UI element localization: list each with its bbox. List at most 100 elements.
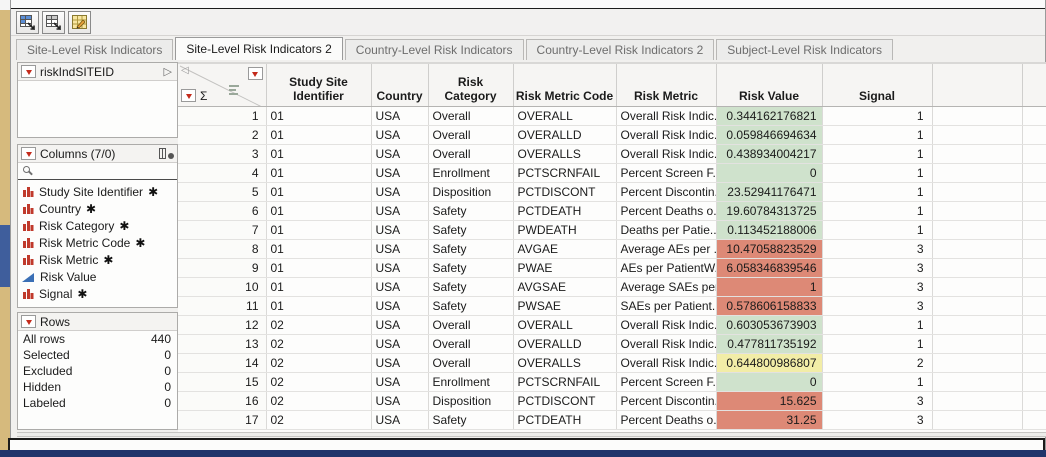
metric-cell[interactable]: Average SAEs per... <box>616 277 717 297</box>
code-cell[interactable]: PCTDISCONT <box>513 391 617 411</box>
metric-cell[interactable]: Deaths per Patie... <box>616 220 717 240</box>
table-row[interactable]: 11 01 USA Safety PWSAE SAEs per Patient.… <box>178 296 1046 316</box>
table-row[interactable]: 10 01 USA Safety AVGSAE Average SAEs per… <box>178 277 1046 297</box>
code-cell[interactable]: OVERALLS <box>513 353 617 373</box>
country-cell[interactable]: USA <box>371 372 429 392</box>
value-cell[interactable]: 0 <box>716 372 823 392</box>
code-cell[interactable]: AVGSAE <box>513 277 617 297</box>
signal-cell[interactable]: 3 <box>822 258 933 278</box>
category-cell[interactable]: Safety <box>428 277 514 297</box>
signal-cell[interactable]: 3 <box>822 239 933 259</box>
signal-cell[interactable]: 3 <box>822 296 933 316</box>
signal-cell[interactable]: 1 <box>822 182 933 202</box>
site-cell[interactable]: 01 <box>266 277 372 297</box>
row-number-cell[interactable]: 10 <box>178 277 267 297</box>
value-cell[interactable]: 0.477811735192 <box>716 334 823 354</box>
signal-cell[interactable]: 3 <box>822 391 933 411</box>
country-cell[interactable]: USA <box>371 201 429 221</box>
table-row[interactable]: 12 02 USA Overall OVERALL Overall Risk I… <box>178 315 1046 335</box>
site-cell[interactable]: 01 <box>266 201 372 221</box>
country-cell[interactable]: USA <box>371 144 429 164</box>
metric-cell[interactable]: Overall Risk Indic... <box>616 125 717 145</box>
site-cell[interactable]: 01 <box>266 258 372 278</box>
category-cell[interactable]: Enrollment <box>428 372 514 392</box>
rows-menu-icon[interactable] <box>181 89 196 102</box>
metric-cell[interactable]: Overall Risk Indic... <box>616 315 717 335</box>
signal-cell[interactable]: 1 <box>822 372 933 392</box>
table-row[interactable]: 5 01 USA Disposition PCTDISCONT Percent … <box>178 182 1046 202</box>
value-cell[interactable]: 0 <box>716 163 823 183</box>
red-triangle-menu-icon[interactable] <box>21 65 36 78</box>
row-number-cell[interactable]: 1 <box>178 106 267 126</box>
category-cell[interactable]: Overall <box>428 334 514 354</box>
signal-cell[interactable]: 1 <box>822 106 933 126</box>
table-row[interactable]: 4 01 USA Enrollment PCTSCRNFAIL Percent … <box>178 163 1046 183</box>
row-number-cell[interactable]: 7 <box>178 220 267 240</box>
table-row[interactable]: 3 01 USA Overall OVERALLS Overall Risk I… <box>178 144 1046 164</box>
site-cell[interactable]: 01 <box>266 125 372 145</box>
tab-site-level-risk-indicators-2[interactable]: Site-Level Risk Indicators 2 <box>175 37 343 60</box>
row-number-cell[interactable]: 3 <box>178 144 267 164</box>
table-corner-cell[interactable]: ◁ Σ <box>178 64 267 107</box>
col-header-category[interactable]: Risk Category <box>428 64 514 107</box>
country-cell[interactable]: USA <box>371 182 429 202</box>
table-row[interactable]: 1 01 USA Overall OVERALL Overall Risk In… <box>178 106 1046 126</box>
column-item-signal[interactable]: Signal ✱ <box>18 285 177 302</box>
data-table-gray-icon[interactable] <box>42 11 65 34</box>
metric-cell[interactable]: Percent Screen F... <box>616 372 717 392</box>
site-cell[interactable]: 02 <box>266 353 372 373</box>
table-row[interactable]: 15 02 USA Enrollment PCTSCRNFAIL Percent… <box>178 372 1046 392</box>
site-cell[interactable]: 01 <box>266 106 372 126</box>
category-cell[interactable]: Safety <box>428 239 514 259</box>
metric-cell[interactable]: Percent Deaths o... <box>616 410 717 430</box>
value-cell[interactable]: 1 <box>716 277 823 297</box>
code-cell[interactable]: PWAE <box>513 258 617 278</box>
metric-cell[interactable]: Overall Risk Indic... <box>616 106 717 126</box>
category-cell[interactable]: Overall <box>428 125 514 145</box>
country-cell[interactable]: USA <box>371 334 429 354</box>
category-cell[interactable]: Enrollment <box>428 163 514 183</box>
value-cell[interactable]: 0.603053673903 <box>716 315 823 335</box>
metric-cell[interactable]: SAEs per Patient... <box>616 296 717 316</box>
value-cell[interactable]: 0.344162176821 <box>716 106 823 126</box>
code-cell[interactable]: PCTSCRNFAIL <box>513 372 617 392</box>
table-row[interactable]: 6 01 USA Safety PCTDEATH Percent Deaths … <box>178 201 1046 221</box>
column-item-country[interactable]: Country ✱ <box>18 200 177 217</box>
code-cell[interactable]: PCTDEATH <box>513 410 617 430</box>
signal-cell[interactable]: 1 <box>822 163 933 183</box>
value-cell[interactable]: 0.438934004217 <box>716 144 823 164</box>
metric-cell[interactable]: Percent Screen F... <box>616 163 717 183</box>
site-cell[interactable]: 02 <box>266 372 372 392</box>
column-search-input[interactable] <box>18 163 177 180</box>
signal-cell[interactable]: 1 <box>822 144 933 164</box>
code-cell[interactable]: OVERALLD <box>513 334 617 354</box>
collapse-left-icon[interactable]: ◁ <box>181 65 189 76</box>
category-cell[interactable]: Overall <box>428 353 514 373</box>
signal-cell[interactable]: 3 <box>822 410 933 430</box>
value-cell[interactable]: 0.578606158833 <box>716 296 823 316</box>
row-number-cell[interactable]: 16 <box>178 391 267 411</box>
col-header-metric[interactable]: Risk Metric <box>616 64 717 107</box>
signal-cell[interactable]: 1 <box>822 125 933 145</box>
signal-cell[interactable]: 1 <box>822 201 933 221</box>
site-cell[interactable]: 01 <box>266 182 372 202</box>
red-triangle-menu-icon[interactable] <box>21 147 36 160</box>
sum-icon[interactable]: Σ <box>200 88 208 103</box>
row-number-cell[interactable]: 15 <box>178 372 267 392</box>
code-cell[interactable]: OVERALLS <box>513 144 617 164</box>
value-cell[interactable]: 15.625 <box>716 391 823 411</box>
col-header-value[interactable]: Risk Value <box>716 64 823 107</box>
value-cell[interactable]: 10.47058823529 <box>716 239 823 259</box>
country-cell[interactable]: USA <box>371 353 429 373</box>
category-cell[interactable]: Safety <box>428 201 514 221</box>
site-cell[interactable]: 01 <box>266 144 372 164</box>
metric-cell[interactable]: Percent Discontin... <box>616 391 717 411</box>
signal-cell[interactable]: 1 <box>822 334 933 354</box>
value-cell[interactable]: 19.60784313725 <box>716 201 823 221</box>
code-cell[interactable]: PCTDISCONT <box>513 182 617 202</box>
category-cell[interactable]: Overall <box>428 315 514 335</box>
country-cell[interactable]: USA <box>371 296 429 316</box>
table-row[interactable]: 14 02 USA Overall OVERALLS Overall Risk … <box>178 353 1046 373</box>
metric-cell[interactable]: Overall Risk Indic... <box>616 144 717 164</box>
country-cell[interactable]: USA <box>371 277 429 297</box>
